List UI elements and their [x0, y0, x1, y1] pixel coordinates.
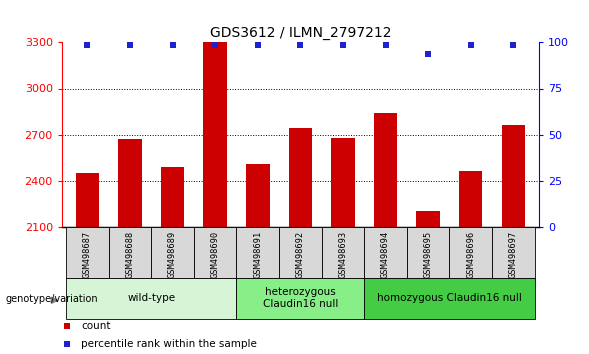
FancyBboxPatch shape	[194, 227, 237, 278]
FancyBboxPatch shape	[279, 227, 322, 278]
Text: percentile rank within the sample: percentile rank within the sample	[81, 339, 257, 349]
Text: GSM498697: GSM498697	[509, 231, 518, 278]
Text: GSM498696: GSM498696	[466, 231, 475, 278]
Text: GSM498691: GSM498691	[253, 231, 262, 278]
Bar	[289, 129, 312, 227]
Bar	[76, 173, 99, 227]
Text: GSM498689: GSM498689	[168, 231, 177, 278]
Text: GSM498690: GSM498690	[211, 231, 220, 278]
Bar	[331, 138, 355, 227]
FancyBboxPatch shape	[237, 227, 279, 278]
FancyBboxPatch shape	[151, 227, 194, 278]
Bar	[374, 113, 398, 227]
Bar	[459, 171, 482, 227]
Text: wild-type: wild-type	[127, 293, 176, 303]
Title: GDS3612 / ILMN_2797212: GDS3612 / ILMN_2797212	[210, 26, 391, 40]
Bar	[416, 211, 440, 227]
Text: GSM498692: GSM498692	[296, 231, 305, 278]
FancyBboxPatch shape	[364, 278, 535, 319]
FancyBboxPatch shape	[407, 227, 449, 278]
FancyBboxPatch shape	[109, 227, 151, 278]
Bar	[161, 167, 184, 227]
FancyBboxPatch shape	[364, 227, 407, 278]
Text: GSM498693: GSM498693	[339, 231, 348, 278]
FancyBboxPatch shape	[66, 278, 237, 319]
Bar	[502, 125, 525, 227]
Text: count: count	[81, 321, 110, 331]
Text: GSM498694: GSM498694	[381, 231, 390, 278]
FancyBboxPatch shape	[66, 227, 109, 278]
Bar	[203, 39, 227, 227]
FancyBboxPatch shape	[449, 227, 492, 278]
Text: heterozygous
Claudin16 null: heterozygous Claudin16 null	[263, 287, 338, 309]
Text: GSM498688: GSM498688	[125, 231, 134, 278]
Text: homozygous Claudin16 null: homozygous Claudin16 null	[377, 293, 522, 303]
Bar	[246, 164, 270, 227]
FancyBboxPatch shape	[492, 227, 535, 278]
Bar	[118, 139, 142, 227]
FancyBboxPatch shape	[322, 227, 364, 278]
Text: GSM498695: GSM498695	[423, 231, 433, 278]
FancyBboxPatch shape	[237, 278, 364, 319]
Text: genotype/variation: genotype/variation	[6, 294, 98, 304]
Text: GSM498687: GSM498687	[83, 231, 92, 278]
